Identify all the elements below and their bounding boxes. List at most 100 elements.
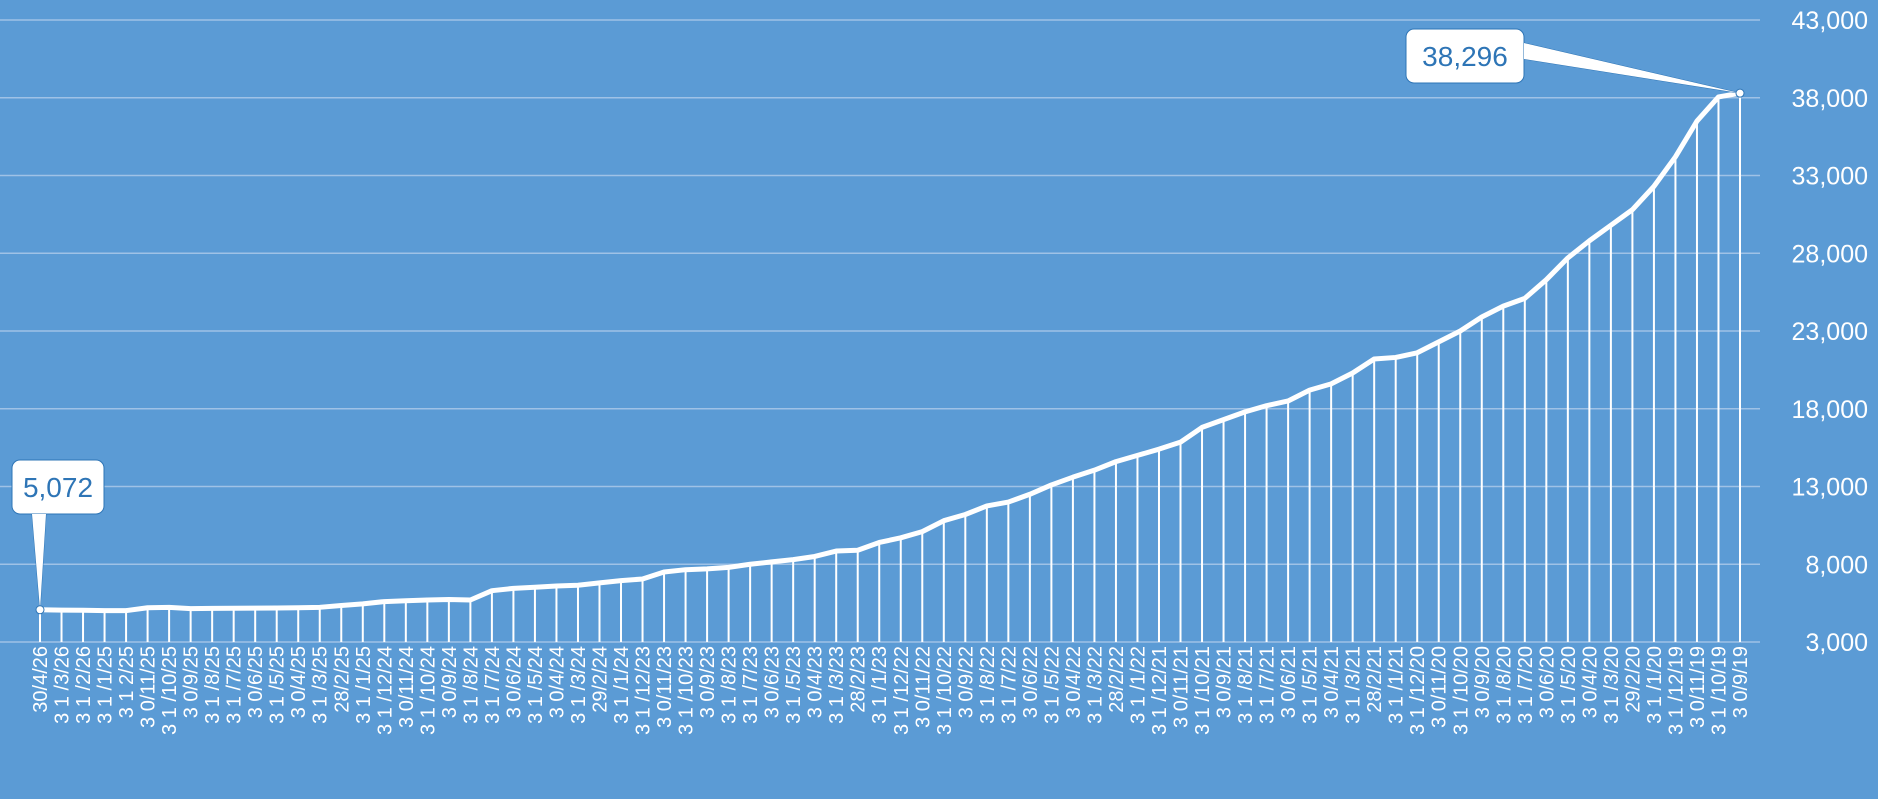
x-tick-label: 3 1 /10/22 [934, 646, 956, 735]
y-tick-label: 33,000 [1792, 163, 1868, 191]
series-line [39, 90, 1741, 614]
x-tick-label: 3 1 2/25 [116, 646, 138, 718]
x-tick-label: 3 1 /10/19 [1708, 646, 1730, 735]
x-tick-label: 3 1 /12/19 [1665, 646, 1687, 735]
x-tick-label: 3 1 /8/25 [202, 646, 224, 724]
x-tick-label: 3 1 /3/24 [568, 646, 590, 724]
x-tick-label: 3 0/9/22 [955, 646, 977, 718]
y-tick-label: 3,000 [1805, 629, 1868, 657]
x-tick-label: 3 1 /3/23 [826, 646, 848, 724]
x-tick-label: 28/2/25 [331, 646, 353, 713]
x-tick-label: 3 1 /5/23 [783, 646, 805, 724]
data-callout: 5,072 [11, 459, 105, 615]
x-tick-label: 3 1 /2/26 [73, 646, 95, 724]
x-tick-label: 3 1 /8/20 [1493, 646, 1515, 724]
x-tick-label: 3 0/11/25 [138, 646, 160, 728]
x-axis: 30/4/26 3 1 /3/26 3 1 /2/26 3 1 /1/25 3 1 2/… [30, 646, 1752, 735]
x-tick-label: 3 0/9/21 [1214, 646, 1236, 718]
x-tick-label: 3 1 /1/21 [1386, 646, 1408, 724]
x-tick-label: 3 0/6/23 [762, 646, 784, 718]
x-tick-label: 3 0/6/22 [1020, 646, 1042, 718]
x-tick-label: 3 1 /8/21 [1235, 646, 1257, 724]
x-tick-label: 3 1 /5/25 [267, 646, 289, 724]
x-tick-label: 3 0/11/22 [912, 646, 934, 728]
x-tick-label: 3 0/6/24 [503, 646, 525, 718]
x-tick-label: 3 1 /7/21 [1257, 646, 1279, 724]
x-tick-label: 29/2/20 [1622, 646, 1644, 713]
x-tick-label: 3 1 /10/23 [676, 646, 698, 735]
data-callout: 38,296 [1405, 28, 1745, 98]
x-tick-label: 3 1 /5/21 [1300, 646, 1322, 724]
x-tick-label: 3 0/4/21 [1321, 646, 1343, 718]
x-tick-label: 3 0/9/24 [439, 646, 461, 718]
x-tick-label: 3 0/4/20 [1579, 646, 1601, 718]
x-tick-label: 3 1 /10/24 [417, 646, 439, 735]
y-tick-label: 23,000 [1792, 318, 1868, 346]
x-tick-label: 3 1 /3/21 [1343, 646, 1365, 724]
x-tick-label: 29/2/24 [589, 646, 611, 713]
x-tick-label: 3 1 /8/23 [719, 646, 741, 724]
x-tick-label: 3 1 /1/25 [95, 646, 117, 724]
x-tick-label: 28/2/21 [1364, 646, 1386, 713]
x-tick-label: 3 0/11/20 [1429, 646, 1451, 728]
callout-label: 5,072 [23, 472, 93, 503]
x-tick-label: 3 1 /7/24 [482, 646, 504, 724]
x-tick-label: 3 1 /5/22 [1041, 646, 1063, 724]
y-tick-label: 28,000 [1792, 240, 1868, 268]
y-tick-label: 38,000 [1792, 85, 1868, 113]
x-tick-label: 3 1 /1/22 [1127, 646, 1149, 724]
x-tick-label: 28/2/23 [848, 646, 870, 713]
x-tick-label: 3 1 /12/21 [1149, 646, 1171, 735]
x-tick-label: 3 1 /1/24 [611, 646, 633, 724]
x-tick-label: 3 1 /1/20 [1644, 646, 1666, 724]
x-tick-label: 3 0/4/23 [805, 646, 827, 718]
x-tick-label: 3 0/4/25 [288, 646, 310, 718]
x-tick-label: 3 1 /1/25 [353, 646, 375, 724]
data-callouts: 5,072 38,296 [11, 28, 1745, 615]
x-tick-label: 3 1 /7/20 [1515, 646, 1537, 724]
x-tick-label: 3 0/11/23 [654, 646, 676, 728]
drop-lines [39, 93, 1741, 642]
x-tick-label: 3 1 /7/25 [224, 646, 246, 724]
x-tick-label: 3 1 /1/23 [869, 646, 891, 724]
x-tick-label: 3 0/4/24 [546, 646, 568, 718]
x-tick-label: 3 0/9/20 [1472, 646, 1494, 718]
x-tick-label: 3 1 /10/21 [1192, 646, 1214, 735]
x-tick-label: 3 1 /12/20 [1407, 646, 1429, 735]
gridlines [0, 19, 1760, 643]
callout-pointer-fill [1524, 43, 1740, 94]
x-tick-label: 3 0/4/22 [1063, 646, 1085, 718]
x-tick-label: 3 1 /3/26 [52, 646, 74, 724]
x-tick-label: 3 0/11/21 [1171, 646, 1193, 728]
x-tick-label: 3 0/6/20 [1536, 646, 1558, 718]
y-tick-label: 8,000 [1805, 551, 1868, 579]
x-tick-label: 3 1 /12/22 [891, 646, 913, 735]
x-tick-label: 30/4/26 [30, 646, 52, 713]
x-tick-label: 3 0/9/23 [697, 646, 719, 718]
x-tick-label: 3 1 /5/20 [1558, 646, 1580, 724]
x-tick-label: 28/2/22 [1106, 646, 1128, 713]
x-tick-label: 3 1 /12/23 [633, 646, 655, 735]
x-tick-label: 3 1 /10/20 [1450, 646, 1472, 735]
x-tick-label: 3 1 /3/20 [1601, 646, 1623, 724]
x-tick-label: 3 0/11/19 [1687, 646, 1709, 728]
x-tick-label: 3 1 /10/25 [159, 646, 181, 735]
callout-point-marker [35, 605, 45, 615]
x-tick-label: 3 0/9/25 [181, 646, 203, 718]
x-tick-label: 3 1 /3/25 [310, 646, 332, 724]
callout-pointer-fill [32, 514, 46, 610]
x-tick-label: 3 1 /8/22 [977, 646, 999, 724]
y-tick-label: 18,000 [1792, 396, 1868, 424]
y-tick-label: 43,000 [1792, 7, 1868, 35]
x-tick-label: 3 1 /5/24 [525, 646, 547, 724]
callout-label: 38,296 [1422, 41, 1508, 72]
x-tick-label: 3 1 /3/22 [1084, 646, 1106, 724]
x-tick-label: 3 1 /7/23 [740, 646, 762, 724]
x-tick-label: 3 0/9/19 [1730, 646, 1752, 718]
x-tick-label: 3 0/6/25 [245, 646, 267, 718]
x-tick-label: 3 0/11/24 [396, 646, 418, 728]
x-tick-label: 3 1 /7/22 [998, 646, 1020, 724]
x-tick-label: 3 1 /12/24 [374, 646, 396, 735]
x-tick-label: 3 1 /8/24 [460, 646, 482, 724]
